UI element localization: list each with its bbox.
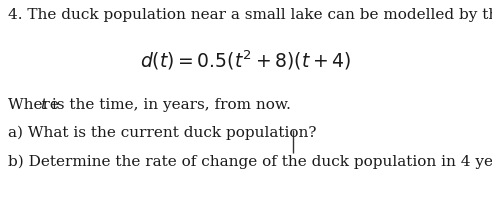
Text: 4. The duck population near a small lake can be modelled by the function:: 4. The duck population near a small lake… <box>8 8 492 22</box>
Text: a) What is the current duck population?: a) What is the current duck population? <box>8 126 316 140</box>
Text: $d(t) = 0.5(t^{2} + 8)(t + 4)$: $d(t) = 0.5(t^{2} + 8)(t + 4)$ <box>140 48 352 71</box>
Text: t: t <box>40 98 46 112</box>
Text: Where: Where <box>8 98 64 112</box>
Text: b) Determine the rate of change of the duck population in 4 years.: b) Determine the rate of change of the d… <box>8 155 492 169</box>
Text: is the time, in years, from now.: is the time, in years, from now. <box>47 98 291 112</box>
